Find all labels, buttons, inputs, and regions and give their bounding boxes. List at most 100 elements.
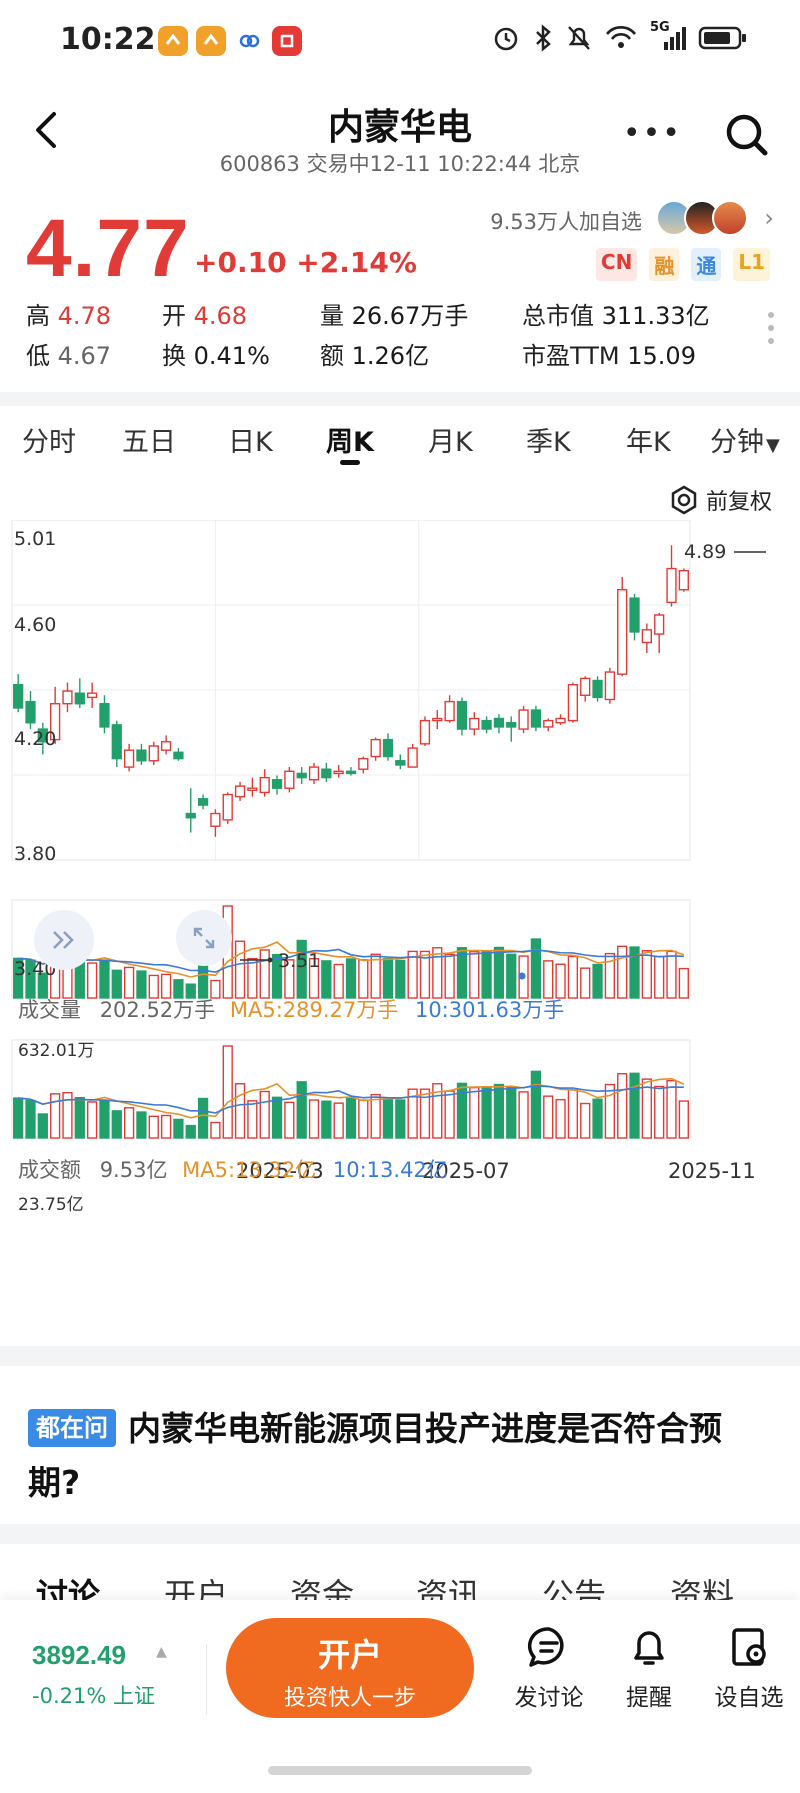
tab-minute[interactable]: 分钟 ▼ — [710, 420, 780, 459]
tag-level1[interactable]: L1 — [733, 248, 770, 281]
chevron-right-icon[interactable]: › — [764, 204, 774, 232]
tab-quarterly-k[interactable]: 季K — [526, 427, 571, 458]
amount-bar — [210, 1121, 221, 1139]
expand-chart-button[interactable] — [34, 910, 94, 970]
add-watchlist-button[interactable]: 设自选 — [704, 1624, 794, 1712]
amount-ma10: 10:13.42亿 — [332, 1158, 448, 1182]
amount-bar — [382, 1097, 394, 1139]
volume-bar — [358, 959, 369, 999]
candle-body — [469, 717, 480, 730]
more-menu-icon[interactable]: ••• — [622, 116, 682, 151]
amount-bar — [641, 1078, 652, 1139]
hot-question-card[interactable]: 都在问 内蒙华电新能源项目投产进度是否符合预期? — [28, 1402, 772, 1510]
alert-button[interactable]: 提醒 — [604, 1624, 694, 1712]
wifi-icon — [605, 26, 637, 48]
kline-chart[interactable]: 5.01 4.60 4.20 3.80 3.40 4.89 3.51 2025-… — [0, 520, 800, 1340]
amount-bar — [13, 1097, 24, 1139]
follower-count[interactable]: 9.53万人加自选 — [490, 210, 642, 234]
tab-announcements[interactable]: 公告 — [542, 1576, 607, 1604]
content-tabs: 讨论 开户 资金 资讯 公告 资料 — [0, 1568, 800, 1604]
tab-monthly-k[interactable]: 月K — [428, 427, 473, 458]
axis-label: 4.60 — [14, 614, 56, 636]
tab-open-account[interactable]: 开户 — [164, 1576, 229, 1604]
candles — [13, 545, 689, 837]
candle-body — [567, 684, 579, 722]
amount-bar — [530, 1070, 542, 1139]
fullscreen-button[interactable] — [176, 910, 232, 966]
candle-body — [197, 798, 209, 806]
tab-five-day[interactable]: 五日 — [122, 427, 176, 458]
volume-max-label: 632.01万 — [18, 1041, 94, 1061]
volume-bar — [136, 970, 147, 999]
volume-bar — [333, 963, 344, 999]
double-chevron-right-icon — [53, 931, 74, 949]
candle-body — [604, 671, 616, 701]
amount-bar — [62, 1091, 73, 1139]
volume-bar — [259, 949, 270, 999]
candle-body — [382, 738, 394, 758]
candle-body — [296, 772, 307, 779]
candle-body — [629, 597, 640, 633]
tag-margin[interactable]: 融 — [649, 248, 680, 281]
date-label: 2025-03 — [236, 1159, 324, 1183]
amount-bar — [604, 1083, 616, 1139]
volume-bar — [234, 940, 246, 999]
tag-connect[interactable]: 通 — [691, 248, 722, 281]
tab-intraday[interactable]: 分时 — [22, 427, 76, 458]
ma-lines — [18, 941, 685, 1119]
candle-body — [62, 690, 73, 705]
candle-body — [493, 717, 505, 728]
candle-body — [617, 588, 628, 675]
tab-indicator — [340, 460, 360, 465]
amount-bar — [148, 1115, 159, 1139]
volume-bar — [86, 962, 98, 999]
expand-stats-icon[interactable] — [768, 312, 776, 352]
amount-ma5-line — [18, 1077, 685, 1119]
index-change[interactable]: -0.21% 上证 — [32, 1684, 155, 1708]
volume-ma5-line — [18, 941, 685, 978]
adjust-mode-label: 前复权 — [705, 490, 772, 515]
candle-body — [666, 567, 677, 604]
volume-bar — [173, 979, 184, 999]
settings-hexagon-icon — [671, 485, 697, 515]
volume-bar — [678, 967, 689, 999]
amount-bar — [123, 1107, 135, 1139]
back-arrow-icon[interactable] — [26, 108, 66, 152]
search-icon[interactable] — [722, 110, 772, 160]
volume-value: 202.52万手 — [99, 998, 216, 1022]
follower-avatars[interactable] — [656, 200, 748, 236]
adjust-mode-button[interactable]: 前复权 — [668, 484, 772, 516]
volume-ma10-line — [18, 948, 684, 973]
app-notification-icon — [234, 26, 264, 56]
tab-yearly-k[interactable]: 年K — [626, 427, 671, 458]
index-value[interactable]: 3892.49 — [32, 1640, 126, 1670]
stat-turnover: 换 0.41% — [162, 336, 270, 371]
tab-funds[interactable]: 资金 — [290, 1576, 355, 1604]
candle-body — [678, 569, 689, 591]
amount-bar — [629, 1072, 640, 1139]
post-discussion-button[interactable]: 发讨论 — [504, 1624, 594, 1712]
tag-cn[interactable]: CN — [595, 248, 638, 281]
volume-bar — [370, 953, 381, 999]
volume-bar — [580, 967, 591, 999]
amount-bar — [185, 1124, 196, 1139]
tab-weekly-k[interactable]: 周K — [326, 427, 374, 458]
chat-bubble-icon — [527, 1627, 564, 1667]
volume-bar — [666, 950, 677, 999]
tab-profile[interactable]: 资料 — [670, 1576, 735, 1604]
stat-low: 低 4.67 — [26, 336, 111, 371]
volume-bar — [629, 946, 640, 999]
amount-bar — [25, 1099, 36, 1139]
open-account-button[interactable]: 开户 投资快人一步 — [226, 1618, 474, 1718]
candle-body — [50, 703, 61, 741]
tab-news[interactable]: 资讯 — [416, 1576, 481, 1604]
mute-icon — [568, 26, 590, 50]
tab-discuss[interactable]: 讨论 — [36, 1576, 101, 1604]
stat-volume: 量 26.67万手 — [320, 296, 468, 331]
index-expand-icon[interactable]: ▲ — [156, 1644, 167, 1660]
amount-bar — [321, 1100, 332, 1139]
caret-down-icon: ▼ — [766, 435, 780, 456]
amount-bar — [197, 1097, 209, 1139]
alert-label: 提醒 — [626, 1685, 672, 1711]
tab-daily-k[interactable]: 日K — [228, 427, 273, 458]
